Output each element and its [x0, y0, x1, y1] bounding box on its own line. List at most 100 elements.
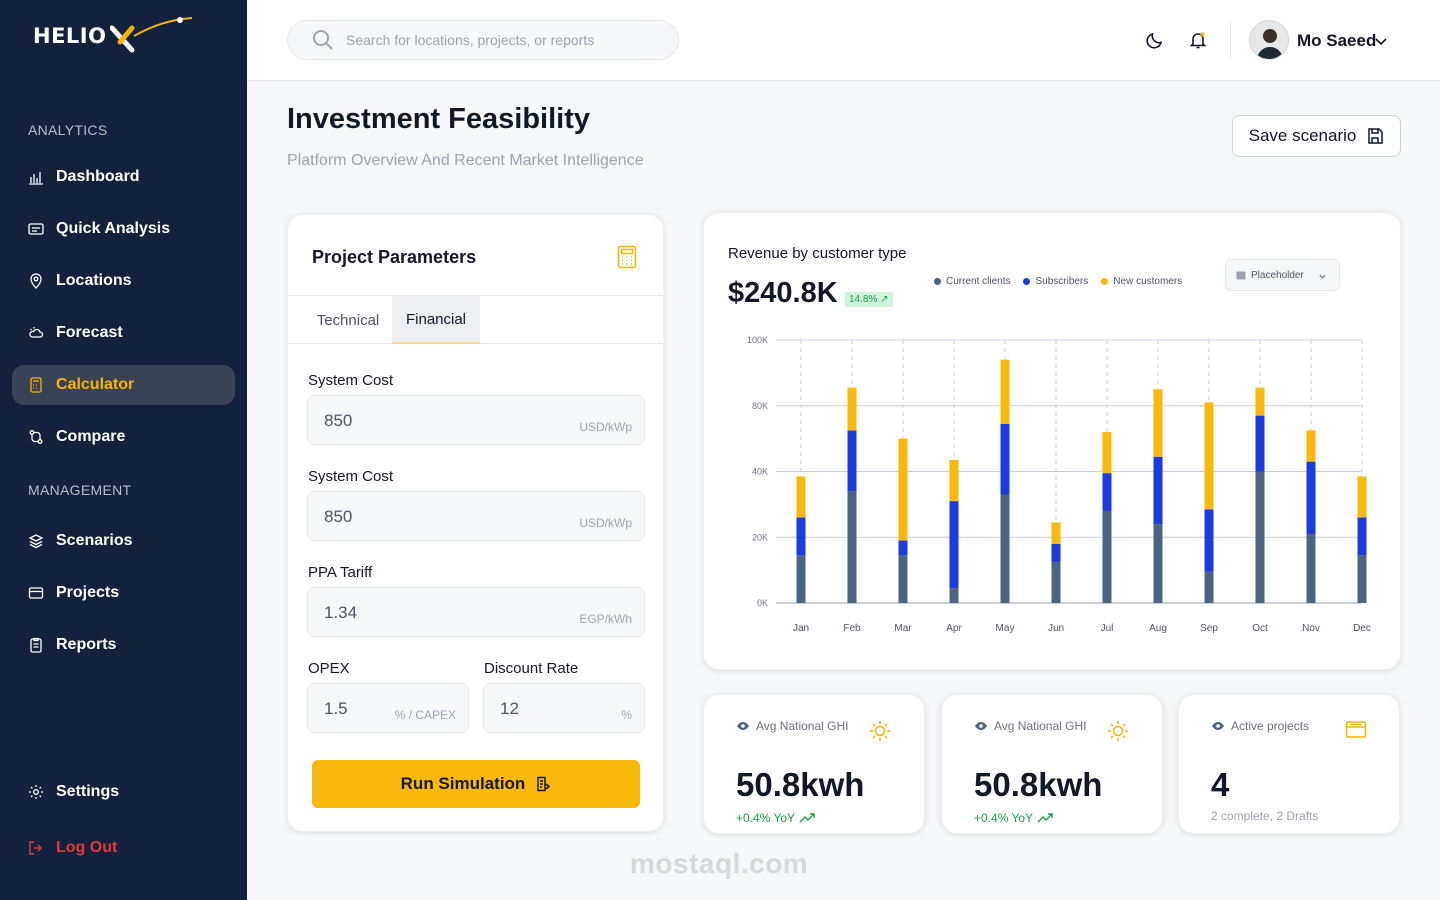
compare-icon: [28, 429, 44, 445]
stat-subtext: 2 complete, 2 Drafts: [1211, 809, 1319, 823]
system-cost-label: System Cost: [308, 468, 394, 485]
avatar[interactable]: [1249, 20, 1289, 60]
watermark: mostaql.com: [630, 848, 809, 879]
bar-segment[interactable]: [1153, 456, 1163, 525]
sidebar-item-compare[interactable]: Compare: [12, 417, 235, 457]
sun-icon: [870, 721, 890, 741]
bar-segment[interactable]: [847, 491, 857, 603]
bar-segment[interactable]: [1357, 555, 1367, 603]
y-tick-label: 40K: [752, 467, 768, 477]
search-bar[interactable]: [287, 20, 679, 60]
bar-segment[interactable]: [1255, 415, 1265, 472]
system-cost-field[interactable]: USD/kWp: [307, 395, 645, 445]
bar-segment[interactable]: [1051, 543, 1061, 562]
bar-segment[interactable]: [1306, 533, 1316, 603]
bar-segment[interactable]: [1051, 561, 1061, 603]
stat-label-text: Avg National GHI: [994, 719, 1087, 733]
bar-segment[interactable]: [1000, 359, 1010, 424]
legend-dot: [1023, 278, 1031, 285]
chart-title: Revenue by customer type: [728, 245, 907, 262]
sidebar-item-locations[interactable]: Locations: [12, 261, 235, 301]
chevron-down-icon[interactable]: [1373, 33, 1389, 49]
y-tick-label: 100K: [747, 335, 768, 345]
dark-mode-toggle[interactable]: [1145, 30, 1165, 50]
ppa-tariff-input[interactable]: [324, 603, 474, 623]
system-cost-field[interactable]: USD/kWp: [307, 491, 645, 541]
layers-icon: [28, 533, 44, 549]
sidebar-item-settings[interactable]: Settings: [12, 772, 235, 812]
discount-rate-input[interactable]: [500, 699, 580, 719]
x-tick-label: Dec: [1353, 623, 1371, 634]
bar-segment[interactable]: [898, 438, 908, 541]
chart-period-select[interactable]: Placeholder: [1225, 259, 1340, 291]
sidebar-item-dashboard[interactable]: Dashboard: [12, 157, 235, 197]
sidebar-item-projects[interactable]: Projects: [12, 573, 235, 613]
bar-segment[interactable]: [1357, 476, 1367, 518]
chevron-down-icon: [1319, 274, 1326, 279]
bar-segment[interactable]: [847, 387, 857, 431]
x-tick-label: Jul: [1101, 623, 1114, 634]
bar-segment[interactable]: [1255, 387, 1265, 416]
save-scenario-button[interactable]: Save scenario: [1232, 115, 1401, 157]
y-tick-label: 0K: [757, 598, 768, 608]
bar-segment[interactable]: [949, 459, 959, 502]
bar-segment[interactable]: [1204, 509, 1214, 572]
sidebar-item-quick-analysis[interactable]: Quick Analysis: [12, 209, 235, 249]
bar-segment[interactable]: [1306, 430, 1316, 462]
bar-segment[interactable]: [898, 540, 908, 556]
bar-segment[interactable]: [1102, 510, 1112, 603]
bar-segment[interactable]: [1204, 402, 1214, 510]
bar-segment[interactable]: [949, 501, 959, 589]
tab-financial[interactable]: Financial: [392, 296, 480, 344]
bar-segment[interactable]: [796, 555, 806, 603]
bar-segment[interactable]: [1204, 571, 1214, 603]
bar-segment[interactable]: [1000, 423, 1010, 495]
sidebar-item-label: Log Out: [56, 839, 118, 856]
document-run-icon: [537, 776, 551, 792]
x-tick-label: Apr: [946, 623, 962, 634]
user-name[interactable]: Mo Saeed: [1297, 31, 1377, 50]
tab-technical[interactable]: Technical: [316, 311, 380, 329]
system-cost-input[interactable]: [324, 411, 474, 431]
bar-segment[interactable]: [1102, 473, 1112, 511]
bar-segment[interactable]: [1051, 522, 1061, 544]
sidebar: HELIO ANALYTICS Dashboard Quick Analysis…: [0, 0, 247, 900]
page-subtitle: Platform Overview And Recent Market Inte…: [287, 152, 644, 169]
sidebar-item-scenarios[interactable]: Scenarios: [12, 521, 235, 561]
bar-segment[interactable]: [898, 555, 908, 603]
bar-segment[interactable]: [1153, 524, 1163, 603]
bar-segment[interactable]: [847, 430, 857, 492]
search-input[interactable]: [346, 32, 666, 48]
bar-segment[interactable]: [1306, 461, 1316, 534]
sidebar-item-reports[interactable]: Reports: [12, 625, 235, 665]
gear-icon: [28, 784, 44, 800]
bar-segment[interactable]: [796, 476, 806, 518]
opex-input[interactable]: [324, 699, 404, 719]
bar-segment[interactable]: [1000, 494, 1010, 603]
notifications-button[interactable]: [1188, 30, 1208, 50]
bar-segment[interactable]: [949, 588, 959, 603]
system-cost-input[interactable]: [324, 507, 474, 527]
bar-segment[interactable]: [1102, 432, 1112, 474]
sidebar-item-logout[interactable]: Log Out: [12, 828, 235, 868]
sidebar-item-forecast[interactable]: Forecast: [12, 313, 235, 353]
bar-segment[interactable]: [1255, 471, 1265, 604]
bar-segment[interactable]: [1357, 517, 1367, 556]
bar-segment[interactable]: [1153, 389, 1163, 457]
x-tick-label: Nov: [1302, 623, 1320, 634]
bar-segment[interactable]: [796, 517, 806, 556]
sidebar-item-calculator[interactable]: Calculator: [12, 365, 235, 405]
field-unit: %: [621, 708, 632, 722]
run-simulation-button[interactable]: Run Simulation: [312, 760, 640, 808]
y-tick-label: 20K: [752, 532, 768, 542]
eye-icon: [975, 722, 987, 730]
opex-field[interactable]: % / CAPEX: [307, 683, 469, 733]
discount-rate-field[interactable]: %: [483, 683, 645, 733]
weather-icon: [28, 325, 44, 341]
ppa-tariff-field[interactable]: EGP/kWh: [307, 587, 645, 637]
chart-bars-icon: [28, 169, 44, 185]
legend-dot: [934, 278, 941, 285]
logout-icon: [28, 840, 44, 856]
brand-logo[interactable]: HELIO: [33, 14, 210, 58]
x-tick-label: Sep: [1200, 623, 1218, 634]
